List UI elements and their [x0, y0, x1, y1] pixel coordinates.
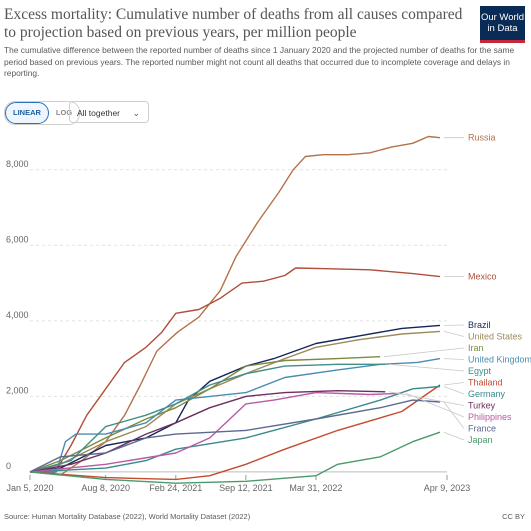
label-connector — [443, 401, 465, 429]
source-note: Source: Human Mortality Database (2022),… — [4, 512, 251, 521]
series-line — [30, 357, 441, 473]
y-tick-label: 2,000 — [6, 385, 29, 395]
x-tick-label: Mar 31, 2022 — [289, 483, 342, 493]
log-scale-button[interactable]: LOG — [55, 108, 73, 117]
x-tick-label: Sep 12, 2021 — [219, 483, 273, 493]
series-end-label: United Kingdom — [468, 355, 531, 365]
series-end-label: Egypt — [468, 366, 492, 376]
series-line — [29, 135, 441, 476]
series-line — [29, 385, 441, 473]
chart-title: Excess mortality: Cumulative number of d… — [4, 6, 463, 41]
y-tick-label: 4,000 — [6, 310, 29, 320]
x-tick-label: Aug 8, 2020 — [81, 483, 130, 493]
entity-selector-value: All together — [77, 108, 120, 118]
series-end-label: Philippines — [468, 412, 512, 422]
label-connector — [443, 331, 465, 337]
chevron-down-icon: ⌄ — [132, 108, 140, 118]
y-tick-label: 0 — [6, 461, 11, 471]
series-line — [29, 390, 386, 473]
series-line — [29, 324, 441, 473]
label-connector — [389, 391, 465, 406]
series-end-label: Iran — [468, 343, 484, 353]
series-end-label: France — [468, 424, 496, 434]
logo-line-1: Our World — [480, 12, 525, 23]
y-tick-label: 8,000 — [6, 159, 29, 169]
series-line — [29, 330, 441, 473]
label-connector — [384, 347, 465, 358]
series-end-label: Brazil — [468, 320, 491, 330]
series-line — [29, 431, 441, 484]
label-connector — [443, 358, 465, 360]
owid-logo[interactable]: Our World in Data — [480, 6, 525, 43]
label-connector — [443, 431, 465, 441]
series-line — [29, 267, 441, 474]
label-connector — [389, 363, 465, 372]
label-connector — [443, 386, 465, 395]
x-tick-label: Feb 24, 2021 — [149, 483, 202, 493]
chart-subtitle: The cumulative difference between the re… — [4, 45, 515, 78]
series-line — [29, 391, 402, 473]
series-end-label: Germany — [468, 389, 506, 399]
series-line — [29, 384, 441, 481]
series-end-label: Japan — [468, 435, 493, 445]
series-line — [29, 399, 441, 473]
series-line — [29, 363, 386, 473]
scale-toggle: LINEAR LOG — [4, 101, 81, 125]
logo-line-2: in Data — [487, 23, 518, 34]
series-end-label: Turkey — [468, 401, 496, 411]
y-tick-label: 6,000 — [6, 234, 29, 244]
x-tick-label: Jan 5, 2020 — [6, 483, 53, 493]
series-end-label: Mexico — [468, 272, 497, 282]
series-end-label: United States — [468, 332, 523, 342]
label-connector — [405, 392, 465, 418]
entity-selector-dropdown[interactable]: All together ⌄ — [69, 101, 149, 123]
label-connector — [443, 382, 465, 386]
linear-scale-button[interactable]: LINEAR — [5, 102, 49, 124]
series-end-label: Thailand — [468, 378, 503, 388]
license-label[interactable]: CC BY — [502, 512, 525, 521]
series-end-label: Russia — [468, 133, 496, 143]
x-tick-label: Apr 9, 2023 — [424, 483, 471, 493]
